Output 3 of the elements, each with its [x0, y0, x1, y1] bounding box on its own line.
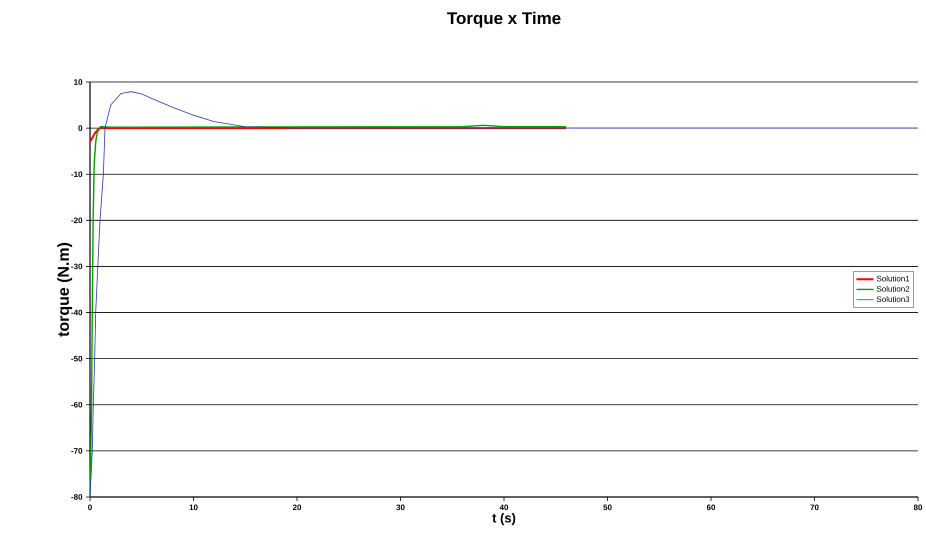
chart-title: Torque x Time [447, 12, 561, 28]
y-axis-title: torque (N.m) [57, 242, 72, 337]
x-axis-title: t (s) [492, 512, 516, 526]
